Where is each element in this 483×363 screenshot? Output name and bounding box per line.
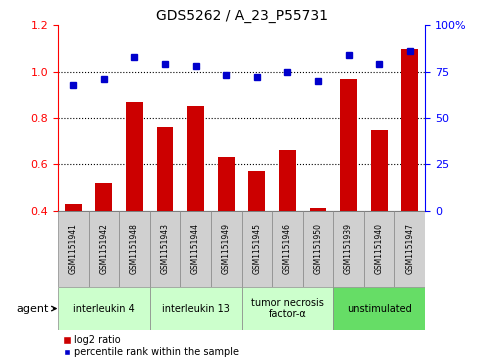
Text: GSM1151946: GSM1151946 — [283, 223, 292, 274]
Bar — [242, 287, 333, 330]
Text: tumor necrosis
factor-α: tumor necrosis factor-α — [251, 298, 324, 319]
Bar — [218, 157, 235, 303]
Bar — [126, 102, 143, 303]
Bar — [187, 106, 204, 303]
Bar — [333, 211, 364, 287]
Title: GDS5262 / A_23_P55731: GDS5262 / A_23_P55731 — [156, 9, 327, 23]
Text: GSM1151941: GSM1151941 — [69, 223, 78, 274]
Bar — [150, 211, 180, 287]
Bar — [340, 79, 357, 303]
Bar — [371, 130, 387, 303]
Text: GSM1151939: GSM1151939 — [344, 223, 353, 274]
Text: GSM1151945: GSM1151945 — [252, 223, 261, 274]
Text: GSM1151942: GSM1151942 — [99, 223, 108, 274]
Bar — [303, 211, 333, 287]
Bar — [242, 211, 272, 287]
Bar — [279, 150, 296, 303]
Text: interleukin 4: interleukin 4 — [73, 303, 135, 314]
Text: unstimulated: unstimulated — [347, 303, 412, 314]
Bar — [58, 287, 150, 330]
Text: GSM1151944: GSM1151944 — [191, 223, 200, 274]
Text: interleukin 13: interleukin 13 — [162, 303, 229, 314]
Bar — [401, 49, 418, 303]
Bar — [248, 171, 265, 303]
Bar — [119, 211, 150, 287]
Bar — [150, 287, 242, 330]
Bar — [88, 211, 119, 287]
Text: GSM1151949: GSM1151949 — [222, 223, 231, 274]
Text: GSM1151943: GSM1151943 — [160, 223, 170, 274]
Bar — [310, 208, 327, 303]
Bar — [272, 211, 303, 287]
Bar — [333, 287, 425, 330]
Bar — [65, 204, 82, 303]
Text: agent: agent — [16, 303, 48, 314]
Text: GSM1151947: GSM1151947 — [405, 223, 414, 274]
Text: GSM1151950: GSM1151950 — [313, 223, 323, 274]
Bar — [156, 127, 173, 303]
Bar — [96, 183, 112, 303]
Text: GSM1151940: GSM1151940 — [375, 223, 384, 274]
Bar — [180, 211, 211, 287]
Bar — [364, 211, 395, 287]
Legend: log2 ratio, percentile rank within the sample: log2 ratio, percentile rank within the s… — [63, 335, 240, 357]
Bar — [211, 211, 242, 287]
Bar — [58, 211, 88, 287]
Text: GSM1151948: GSM1151948 — [130, 223, 139, 274]
Bar — [395, 211, 425, 287]
